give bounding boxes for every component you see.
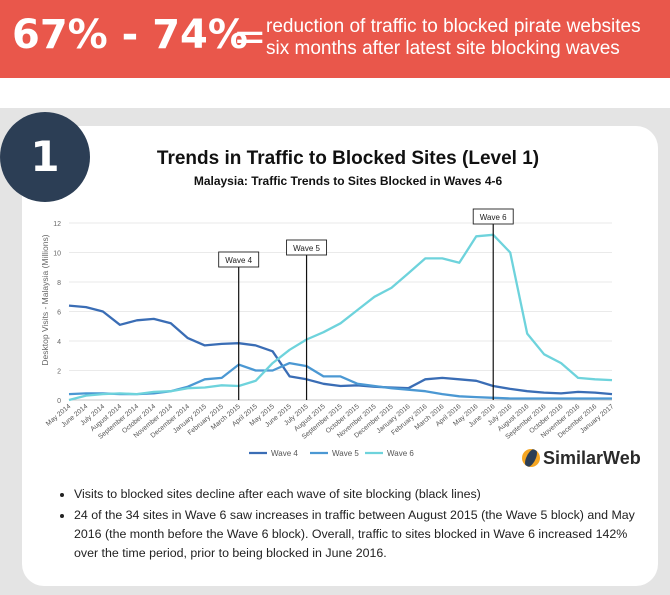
chart-subtitle-text: Malaysia: Traffic Trends to Sites Blocke… xyxy=(193,174,503,188)
headline-line-2: six months after latest site blocking wa… xyxy=(266,38,620,59)
chart-subtitle: Malaysia: Traffic Trends to Sites Blocke… xyxy=(0,174,670,188)
legend-label: Wave 4 xyxy=(271,449,298,458)
headline-line-1: reduction of traffic to blocked pirate w… xyxy=(266,16,641,37)
equals-sign: = xyxy=(233,14,267,60)
y-axis-ticks: 0 2 4 6 8 10 12 xyxy=(53,221,61,405)
headline-description: reduction of traffic to blocked pirate w… xyxy=(266,16,641,60)
annotation-box xyxy=(218,251,260,268)
y-tick-label: 12 xyxy=(53,221,61,228)
findings-list: Visits to blocked sites decline after ea… xyxy=(58,485,654,565)
annotation-box xyxy=(286,239,328,256)
headline-banner: 67% - 74% = reduction of traffic to bloc… xyxy=(0,0,670,78)
chart-title: Trends in Traffic to Blocked Sites (Leve… xyxy=(0,148,670,170)
y-tick-label: 6 xyxy=(57,310,61,317)
legend-label: Wave 6 xyxy=(387,449,414,458)
y-tick-label: 8 xyxy=(57,280,61,287)
logo-text: SimilarWeb xyxy=(543,448,641,468)
y-tick-label: 0 xyxy=(57,398,61,405)
banner-gap xyxy=(0,78,670,108)
chart-title-text: Trends in Traffic to Blocked Sites (Leve… xyxy=(156,148,540,169)
annotation-label: Wave 6 xyxy=(480,213,507,222)
legend-label: Wave 5 xyxy=(332,449,359,458)
wave-annotations: Wave 4 Wave 5 Wave 6 xyxy=(218,208,514,400)
y-tick-label: 4 xyxy=(57,339,61,346)
similarweb-logo: SimilarWeb xyxy=(522,448,641,469)
annotation-box xyxy=(472,208,514,225)
headline-percent-range: 67% - 74% xyxy=(12,12,248,58)
chart-gridlines xyxy=(69,222,612,401)
chart-series xyxy=(68,233,613,402)
chart-card xyxy=(22,126,658,586)
similarweb-logo-icon xyxy=(522,449,540,467)
y-tick-label: 10 xyxy=(53,251,61,258)
annotation-label: Wave 4 xyxy=(225,256,252,265)
section-number-badge: 1 xyxy=(0,112,90,202)
series-line-6 xyxy=(68,233,613,402)
finding-item-2: 24 of the 34 sites in Wave 6 saw increas… xyxy=(74,506,654,563)
chart-legend: Wave 4 Wave 5 Wave 6 xyxy=(249,449,414,458)
y-axis-label: Desktop Visits - Malaysia (Millions) xyxy=(40,234,50,365)
finding-item-1: Visits to blocked sites decline after ea… xyxy=(74,485,654,504)
series-line-4 xyxy=(68,304,613,396)
annotation-label: Wave 5 xyxy=(293,244,320,253)
y-tick-label: 2 xyxy=(57,369,61,376)
